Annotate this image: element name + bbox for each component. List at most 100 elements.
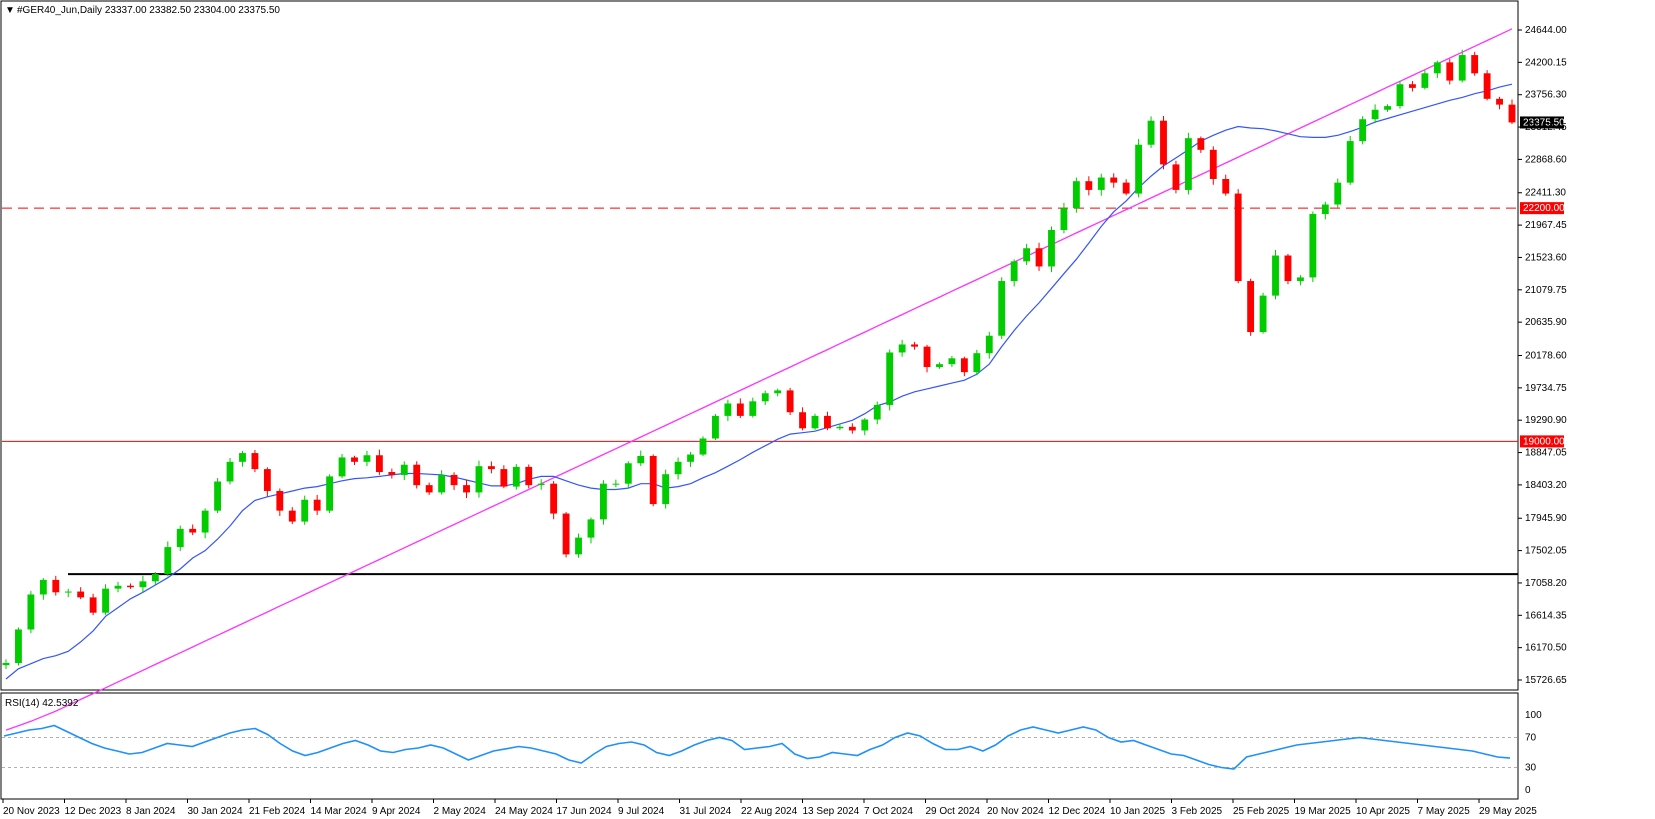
rsi-line bbox=[3, 724, 1511, 770]
rsi-level-lines bbox=[2, 737, 1518, 768]
date-tick-label: 24 May 2024 bbox=[495, 806, 553, 817]
candle bbox=[1247, 278, 1255, 336]
date-tick-label: 20 Nov 2024 bbox=[987, 806, 1044, 817]
chart-symbol-header: #GER40_Jun,Daily 23337.00 23382.50 23304… bbox=[17, 5, 280, 16]
candle bbox=[836, 423, 844, 431]
candle-body bbox=[1284, 255, 1292, 282]
candle bbox=[1023, 243, 1031, 265]
candle bbox=[1396, 80, 1404, 109]
level-label-box bbox=[1520, 435, 1564, 448]
candle-body bbox=[612, 483, 620, 485]
candle bbox=[1471, 51, 1479, 76]
candle bbox=[1147, 116, 1155, 148]
price-tick-label: 20635.90 bbox=[1525, 317, 1567, 328]
level-label-box bbox=[1520, 202, 1564, 215]
candle bbox=[413, 461, 421, 489]
candle bbox=[761, 390, 769, 405]
candle-body bbox=[923, 346, 931, 368]
candle-body bbox=[1296, 277, 1304, 282]
candle bbox=[1508, 99, 1516, 125]
candle-body bbox=[52, 579, 60, 593]
candle bbox=[1458, 49, 1466, 83]
candle bbox=[400, 461, 408, 481]
candlestick-series bbox=[2, 49, 1516, 670]
price-tick-label: 21967.45 bbox=[1525, 220, 1567, 231]
price-tick-label: 16170.50 bbox=[1525, 643, 1567, 654]
candle bbox=[15, 627, 22, 666]
candle-body bbox=[936, 364, 943, 368]
candle bbox=[27, 591, 35, 634]
candle bbox=[861, 418, 869, 436]
candle bbox=[263, 467, 271, 497]
candle bbox=[151, 572, 159, 585]
candle-body bbox=[562, 513, 570, 555]
candle bbox=[525, 464, 533, 489]
candle-body bbox=[1060, 208, 1068, 231]
date-tick-label: 22 Aug 2024 bbox=[741, 806, 798, 817]
candle bbox=[189, 524, 197, 536]
candle bbox=[2, 659, 10, 670]
candle bbox=[450, 472, 458, 490]
candle-body bbox=[948, 358, 956, 365]
candle bbox=[102, 584, 109, 615]
price-tick-label: 22411.30 bbox=[1525, 188, 1566, 199]
candle-body bbox=[1023, 248, 1031, 262]
candle-body bbox=[1483, 73, 1491, 99]
date-tick-label: 7 Oct 2024 bbox=[864, 806, 913, 817]
candle-body bbox=[139, 581, 147, 588]
candle-body bbox=[624, 463, 632, 484]
candle-body bbox=[1421, 73, 1429, 88]
candle bbox=[699, 436, 707, 457]
date-tick-label: 30 Jan 2024 bbox=[188, 806, 243, 817]
candle bbox=[487, 461, 495, 474]
candle-body bbox=[886, 352, 894, 405]
candle-body bbox=[450, 474, 458, 486]
current-price-box bbox=[1520, 116, 1564, 129]
header-arrow-icon[interactable]: ▼ bbox=[5, 5, 15, 16]
candle-body bbox=[749, 401, 757, 416]
candle-body bbox=[1496, 98, 1503, 105]
price-tick-label: 18403.20 bbox=[1525, 480, 1567, 491]
candle bbox=[985, 331, 993, 359]
candle bbox=[1072, 177, 1080, 213]
candle-body bbox=[463, 485, 470, 493]
candle-body bbox=[338, 457, 346, 477]
candle bbox=[1122, 179, 1130, 196]
candle-body bbox=[1471, 55, 1479, 74]
candle bbox=[998, 277, 1006, 340]
candle-body bbox=[189, 528, 197, 533]
candle-body bbox=[201, 510, 209, 533]
candle bbox=[537, 479, 545, 490]
date-tick-label: 8 Jan 2024 bbox=[126, 806, 176, 817]
candle bbox=[587, 517, 595, 544]
rsi-tick-label: 70 bbox=[1525, 733, 1537, 744]
candle-body bbox=[114, 585, 122, 589]
candle-body bbox=[77, 591, 85, 598]
candle bbox=[550, 481, 558, 520]
price-tick-label: 20178.60 bbox=[1525, 350, 1567, 361]
candle-body bbox=[2, 662, 10, 666]
candle bbox=[687, 452, 694, 467]
candle-body bbox=[699, 438, 707, 455]
date-tick-label: 12 Dec 2023 bbox=[65, 806, 122, 817]
candle bbox=[1409, 81, 1416, 92]
candle bbox=[326, 474, 334, 514]
candle-body bbox=[176, 528, 184, 548]
candle-body bbox=[1359, 119, 1367, 142]
candle bbox=[214, 478, 222, 514]
candle-body bbox=[1346, 141, 1354, 183]
candle-body bbox=[836, 426, 844, 429]
candle bbox=[599, 480, 607, 525]
candle bbox=[948, 356, 956, 367]
candle-body bbox=[1172, 164, 1180, 190]
candle bbox=[1496, 96, 1503, 110]
candle-body bbox=[1147, 120, 1155, 145]
candle bbox=[811, 413, 819, 430]
price-tick-label: 24644.00 bbox=[1525, 25, 1567, 36]
candle bbox=[1160, 115, 1167, 170]
candle bbox=[1172, 160, 1180, 194]
candle-body bbox=[388, 472, 396, 475]
candle-body bbox=[973, 353, 981, 373]
candle bbox=[786, 387, 794, 415]
